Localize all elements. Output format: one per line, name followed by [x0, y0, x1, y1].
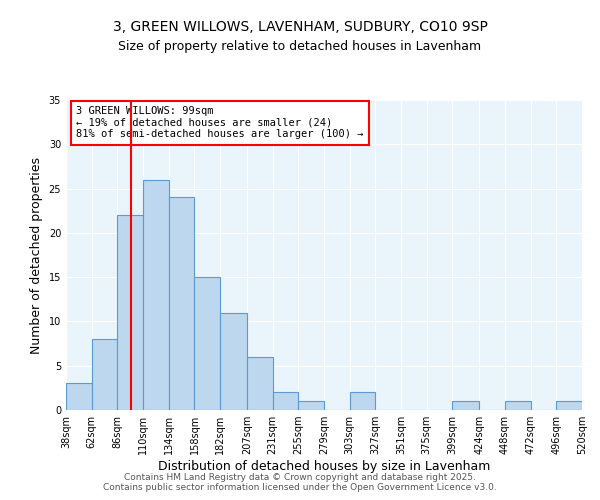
Text: Size of property relative to detached houses in Lavenham: Size of property relative to detached ho…: [118, 40, 482, 53]
Text: 3, GREEN WILLOWS, LAVENHAM, SUDBURY, CO10 9SP: 3, GREEN WILLOWS, LAVENHAM, SUDBURY, CO1…: [113, 20, 487, 34]
Bar: [66, 384, 92, 410]
Text: Contains HM Land Registry data © Crown copyright and database right 2025.
Contai: Contains HM Land Registry data © Crown c…: [103, 473, 497, 492]
Text: 3 GREEN WILLOWS: 99sqm
← 19% of detached houses are smaller (24)
81% of semi-det: 3 GREEN WILLOWS: 99sqm ← 19% of detached…: [76, 106, 364, 140]
Bar: [298, 401, 324, 410]
Bar: [452, 401, 479, 410]
Bar: [247, 357, 272, 410]
Bar: [505, 401, 530, 410]
Bar: [350, 392, 376, 410]
Bar: [194, 277, 220, 410]
X-axis label: Distribution of detached houses by size in Lavenham: Distribution of detached houses by size …: [158, 460, 490, 473]
Bar: [556, 401, 582, 410]
Bar: [118, 215, 143, 410]
Bar: [92, 339, 118, 410]
Bar: [272, 392, 298, 410]
Bar: [143, 180, 169, 410]
Bar: [169, 198, 194, 410]
Bar: [220, 312, 247, 410]
Y-axis label: Number of detached properties: Number of detached properties: [30, 156, 43, 354]
